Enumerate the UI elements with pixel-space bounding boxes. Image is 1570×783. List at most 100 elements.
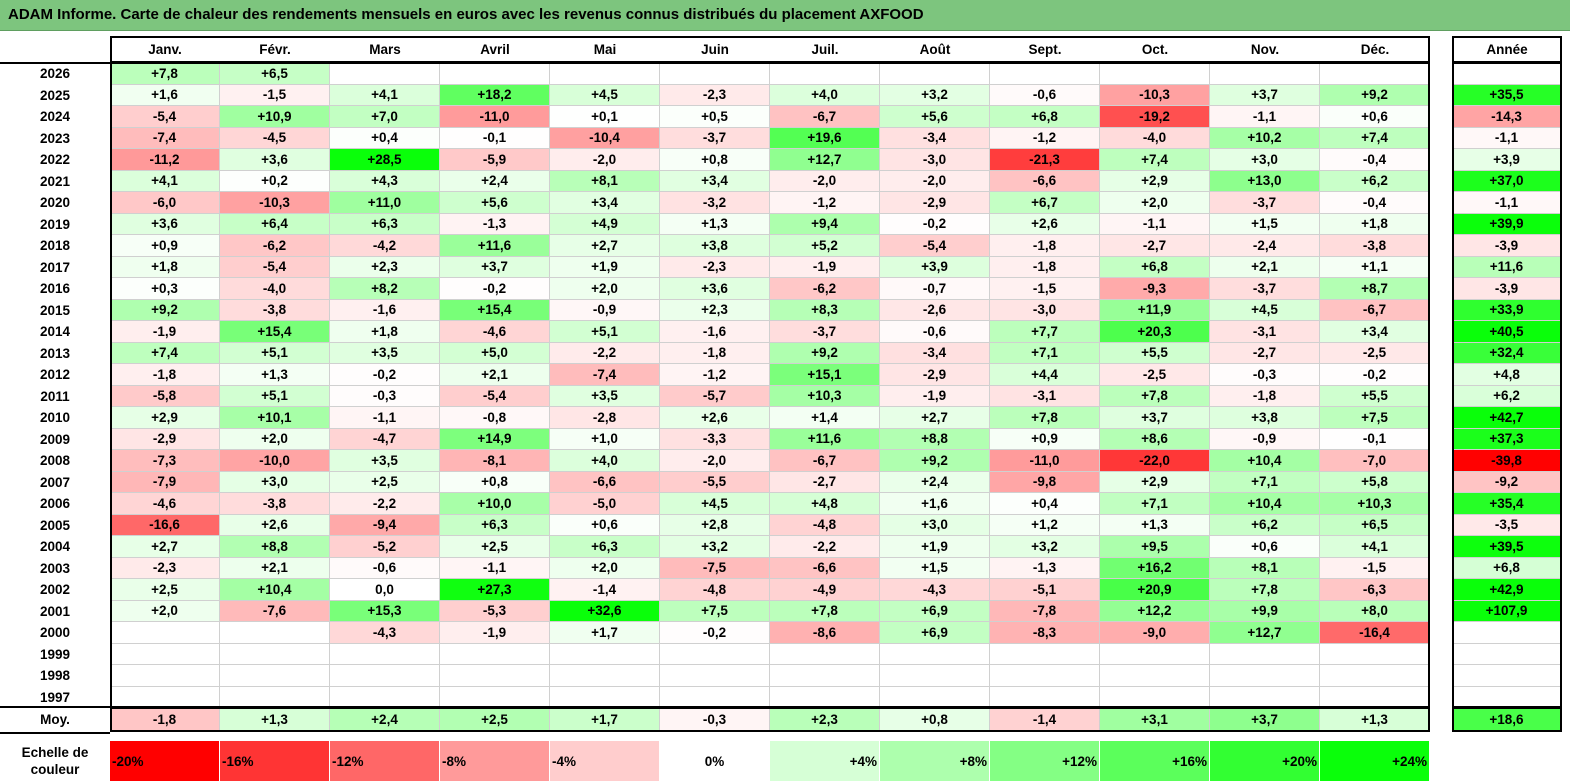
heatmap-cell: +2,0 [550,278,660,300]
heatmap-cell: -6,6 [770,557,880,579]
heatmap-cell: +0,3 [110,278,220,300]
heatmap-cell: +0,8 [660,149,770,171]
heatmap-cell: -2,9 [880,192,990,214]
year-label: 2016 [39,281,71,297]
heatmap-cell: +15,4 [440,299,550,321]
month-header: Mars [330,36,440,63]
heatmap-cell: -3,7 [770,321,880,343]
heatmap-cell: +3,0 [1210,149,1320,171]
color-scale-step: 0% [660,741,770,781]
heatmap-cell: +4,5 [550,84,660,106]
annual-cell: -1,1 [1452,192,1562,214]
annual-cell: -39,8 [1452,450,1562,472]
heatmap-cell [330,686,440,708]
color-scale-step: +20% [1210,741,1320,781]
heatmap-cell: +4,1 [330,84,440,106]
heatmap-cell: -3,1 [1210,321,1320,343]
heatmap-cell: +1,9 [880,536,990,558]
heatmap-cell: -1,2 [660,364,770,386]
heatmap-cell: +6,8 [1100,256,1210,278]
year-label: 2008 [39,453,71,469]
heatmap-cell [550,63,660,85]
heatmap-cell: +3,5 [330,342,440,364]
heatmap-cell: -4,0 [1100,127,1210,149]
heatmap-cell: +2,9 [1100,471,1210,493]
heatmap-cell: +10,4 [1210,450,1320,472]
heatmap-cell: +2,4 [440,170,550,192]
heatmap-cell: +2,7 [550,235,660,257]
heatmap-cell: -4,6 [440,321,550,343]
year-label: 1999 [39,646,71,662]
heatmap-cell: -1,3 [440,213,550,235]
heatmap-cell: +6,7 [990,192,1100,214]
heatmap-cell: +1,1 [1320,256,1430,278]
heatmap-cell: -5,7 [660,385,770,407]
heatmap-cell: +3,8 [1210,407,1320,429]
heatmap-cell: +9,2 [110,299,220,321]
annual-cell: +40,5 [1452,321,1562,343]
heatmap-cell: +2,8 [660,514,770,536]
heatmap-cell: -2,9 [110,428,220,450]
heatmap-cell [1100,665,1210,687]
heatmap-cell: -0,8 [440,407,550,429]
heatmap-cell: 0,0 [330,579,440,601]
heatmap-cell: +3,6 [110,213,220,235]
heatmap-cell: +4,3 [330,170,440,192]
heatmap-cell: +7,8 [990,407,1100,429]
chart-title-bar: ADAM Informe. Carte de chaleur des rende… [0,0,1570,31]
heatmap-cell: -5,8 [110,385,220,407]
heatmap-cell: -1,8 [660,342,770,364]
month-header: Avril [440,36,550,63]
heatmap-cell: +3,7 [1100,407,1210,429]
annual-cell: +37,3 [1452,428,1562,450]
heatmap-cell: -7,9 [110,471,220,493]
heatmap-cell: -1,6 [330,299,440,321]
heatmap-cell: +12,7 [1210,622,1320,644]
year-label: 2024 [39,109,71,125]
heatmap-cell: +5,2 [770,235,880,257]
heatmap-cell: +5,8 [1320,471,1430,493]
heatmap-cell: -0,4 [1320,192,1430,214]
heatmap-cell: +8,8 [220,536,330,558]
year-label: 2012 [39,367,71,383]
heatmap-cell: -21,3 [990,149,1100,171]
heatmap-cell: +1,5 [880,557,990,579]
heatmap-cell: +27,3 [440,579,550,601]
heatmap-cell: +5,1 [220,385,330,407]
heatmap-cell: -0,3 [1210,364,1320,386]
heatmap-cell [660,643,770,665]
annual-cell: +4,8 [1452,364,1562,386]
heatmap-cell: -5,3 [440,600,550,622]
heatmap-cell: -7,6 [220,600,330,622]
heatmap-cell: -1,4 [550,579,660,601]
month-header: Août [880,36,990,63]
heatmap-cell: +8,2 [330,278,440,300]
heatmap-cell: +10,3 [770,385,880,407]
heatmap-cell: -9,0 [1100,622,1210,644]
heatmap-cell: -5,2 [330,536,440,558]
heatmap-cell: +10,4 [220,579,330,601]
heatmap-cell: -4,3 [880,579,990,601]
heatmap-cell [770,665,880,687]
heatmap-cell [330,643,440,665]
heatmap-cell: -5,0 [550,493,660,515]
heatmap-cell: -16,4 [1320,622,1430,644]
annual-cell: -9,2 [1452,471,1562,493]
heatmap-cell: +6,2 [1210,514,1320,536]
heatmap-cell: -1,3 [990,557,1100,579]
average-cell: +1,7 [550,707,660,732]
average-cell: +1,3 [220,707,330,732]
heatmap-cell: +2,6 [990,213,1100,235]
annual-cell: +32,4 [1452,342,1562,364]
heatmap-cell: +1,3 [220,364,330,386]
heatmap-cell [990,643,1100,665]
average-cell: +0,8 [880,707,990,732]
year-label: 2025 [39,87,71,103]
heatmap-cell: +6,9 [880,622,990,644]
heatmap-cell: -10,3 [1100,84,1210,106]
heatmap-cell [880,665,990,687]
heatmap-cell [110,665,220,687]
heatmap-cell: -6,7 [770,450,880,472]
heatmap-cell [880,643,990,665]
heatmap-cell: +8,1 [1210,557,1320,579]
